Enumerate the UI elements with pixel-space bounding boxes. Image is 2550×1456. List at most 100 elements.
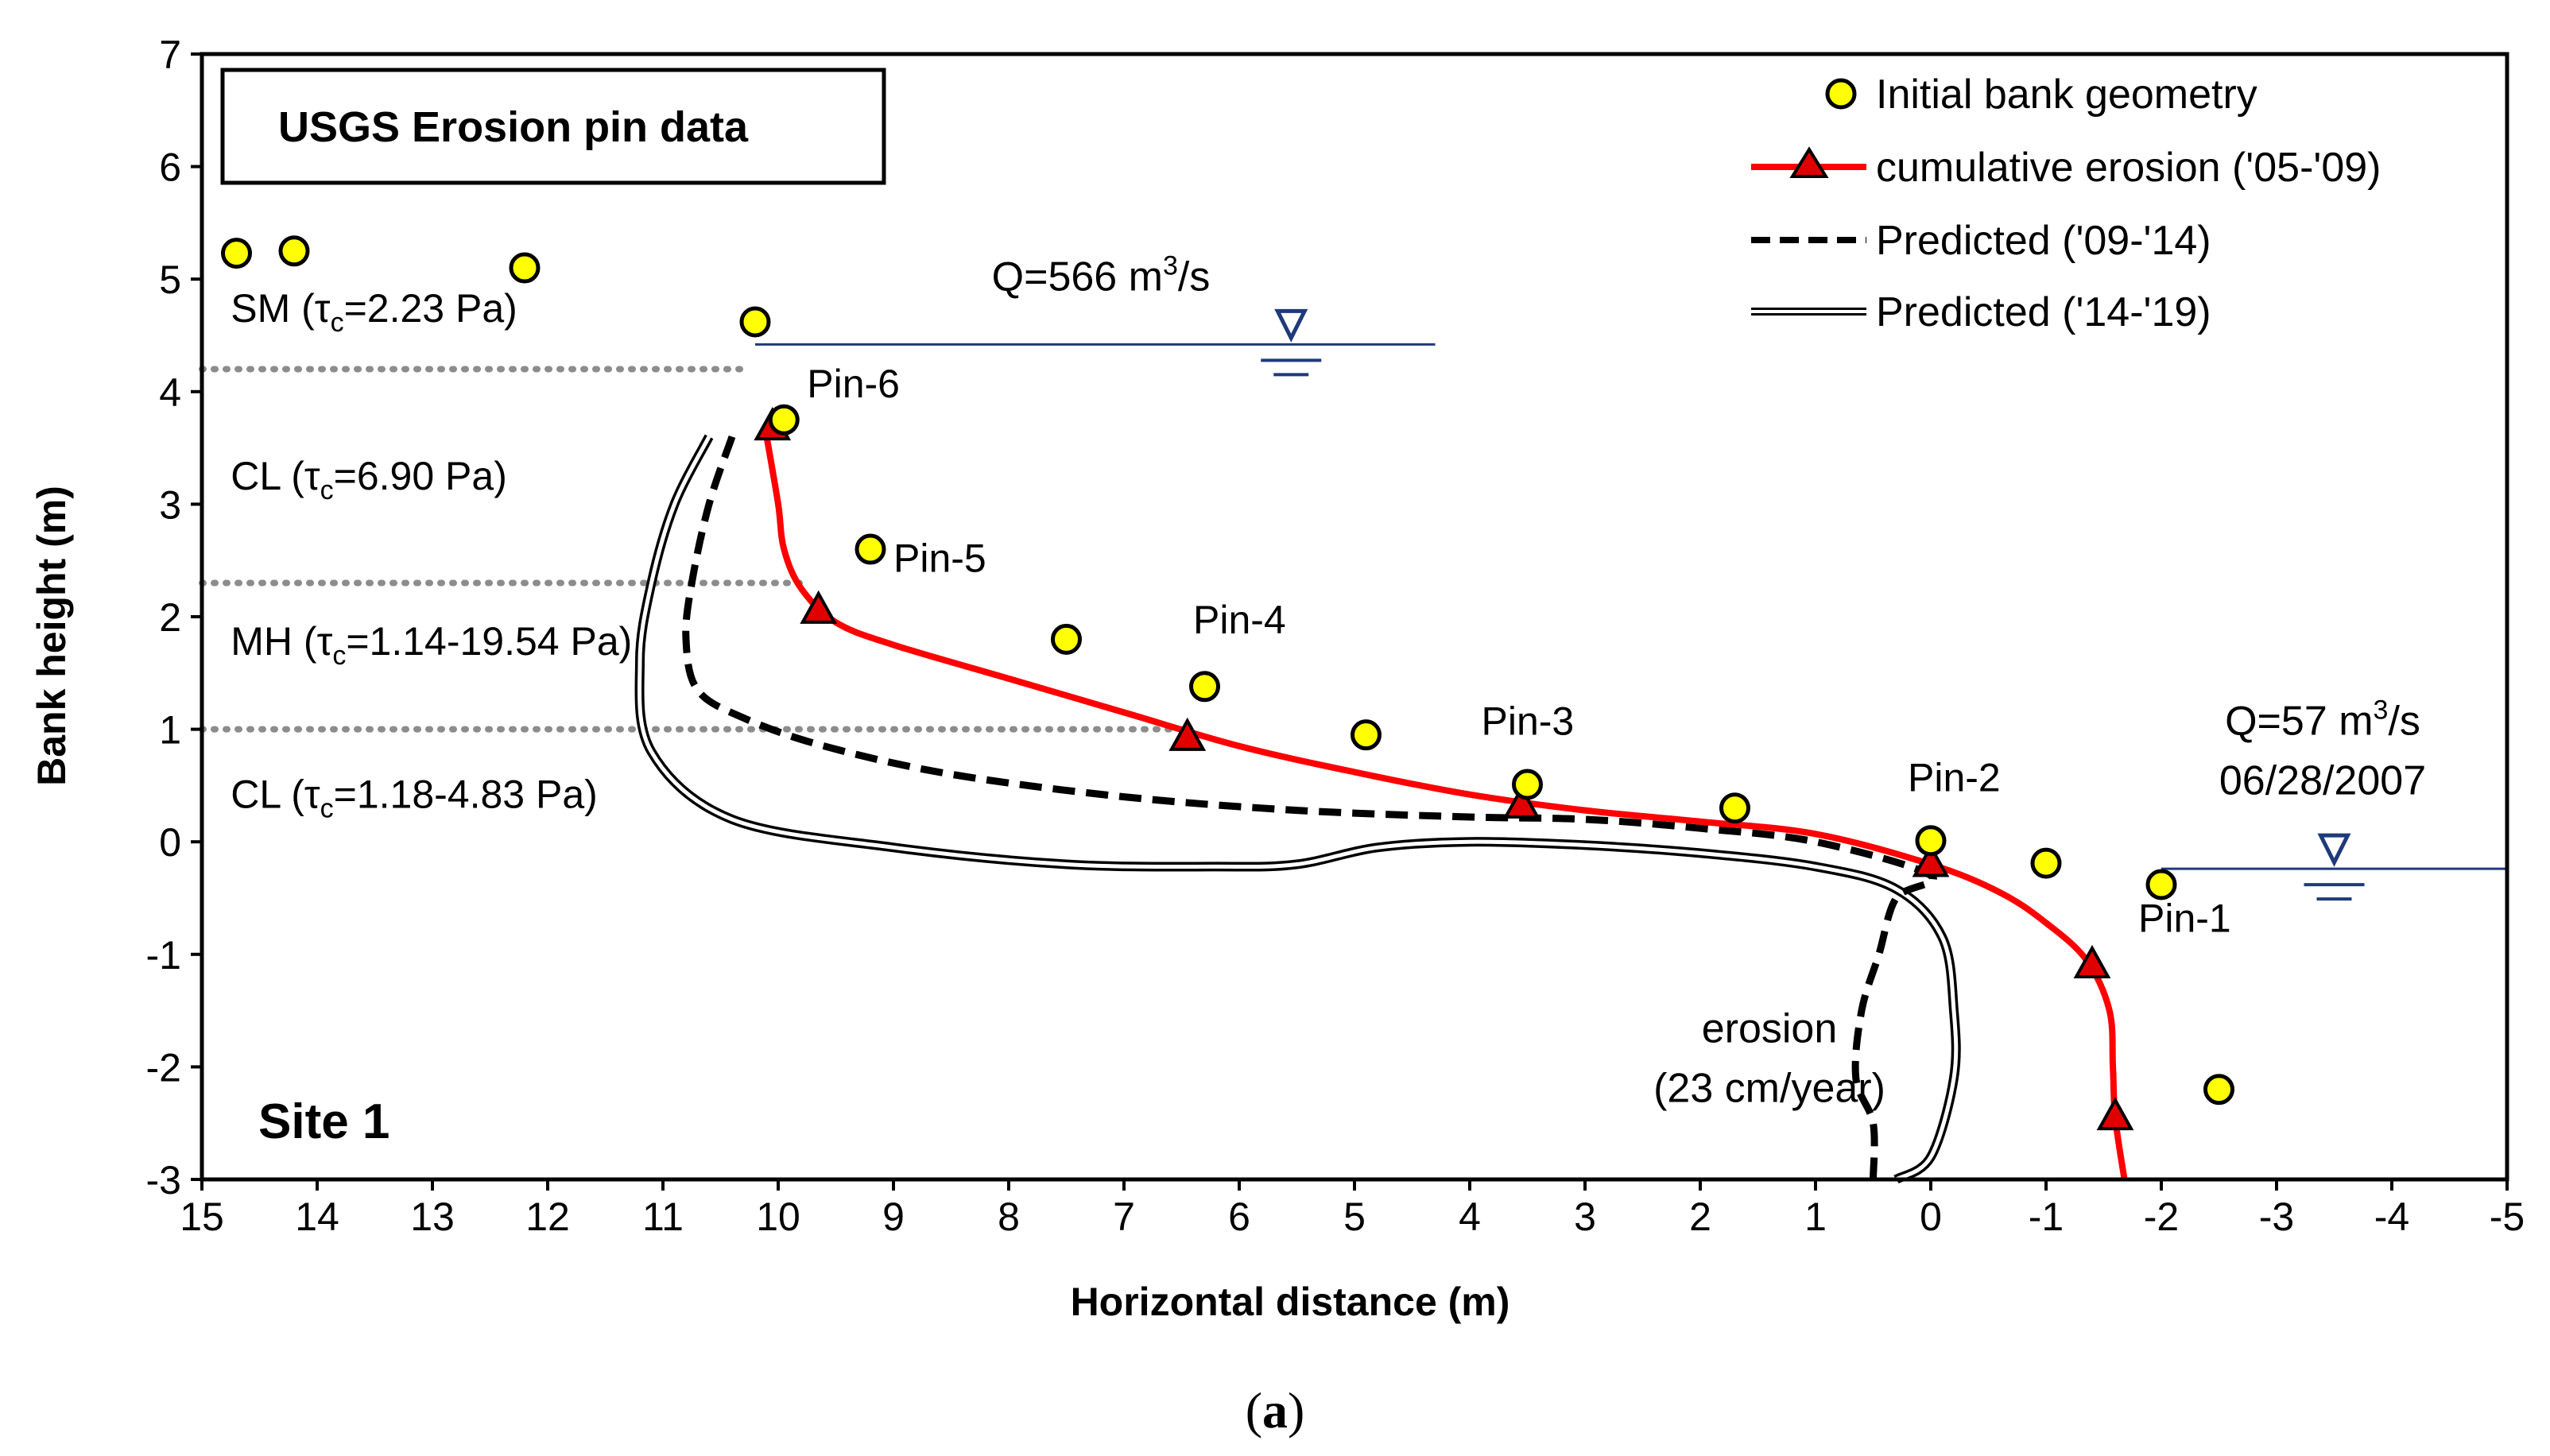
tau-subscript: c — [331, 308, 344, 338]
chart-title: USGS Erosion pin data — [278, 103, 749, 151]
discharge-label: Q=566 m3/s — [992, 250, 1211, 300]
initial-geometry-point — [2145, 869, 2177, 900]
tau-subscript: c — [332, 641, 346, 671]
initial-geometry-point — [2203, 1074, 2234, 1106]
unit-superscript: 3 — [2374, 695, 2389, 726]
x-tick-label: 13 — [410, 1195, 455, 1239]
pin-label: Pin-4 — [1193, 598, 1286, 642]
soil-layer-text: CL ( — [231, 454, 304, 498]
caption-close: ) — [1288, 1382, 1304, 1439]
erosion-rate-note: (23 cm/year) — [1653, 1066, 1885, 1112]
x-tick-label: -2 — [2144, 1195, 2179, 1239]
discharge-label: Q=57 m3/s — [2225, 695, 2420, 745]
discharge-date: 06/28/2007 — [2219, 758, 2426, 804]
erosion-triangle-marker — [1502, 784, 1540, 819]
x-tick-label: 6 — [1228, 1195, 1250, 1239]
soil-layer-text: MH ( — [231, 619, 317, 664]
x-tick-label: 11 — [642, 1195, 684, 1239]
legend-label: cumulative erosion ('05-'09) — [1876, 145, 2381, 191]
x-tick-label: 8 — [998, 1195, 1020, 1239]
site-label: Site 1 — [258, 1094, 389, 1149]
x-tick-label: 9 — [882, 1195, 905, 1239]
soil-layer-text: =1.14-19.54 Pa) — [346, 619, 632, 664]
x-tick-label: 2 — [1689, 1195, 1711, 1239]
legend-triangle-marker — [1789, 146, 1829, 178]
caption-letter: a — [1262, 1382, 1288, 1439]
pin-label: Pin-3 — [1482, 699, 1575, 744]
x-tick-label: 4 — [1459, 1195, 1481, 1239]
erosion-triangle-marker — [1912, 843, 1950, 877]
x-tick-label: 3 — [1574, 1195, 1596, 1239]
erosion-triangle-marker — [800, 590, 838, 624]
initial-geometry-point — [1051, 623, 1082, 655]
x-tick-label: 7 — [1113, 1195, 1135, 1239]
pin-label: Pin-6 — [807, 362, 900, 406]
initial-geometry-point — [1189, 671, 1220, 703]
erosion-triangle-marker — [2073, 944, 2111, 978]
x-tick-label: 14 — [295, 1195, 339, 1239]
axes: 15 14 13 12 11 10 9 8 7 6 5 4 3 2 1 0 -1 -2 -3 -4 -5-3-2-101… — [146, 33, 2525, 1239]
tau-subscript: c — [320, 475, 334, 505]
y-tick-label: -2 — [146, 1045, 181, 1090]
x-tick-label: 15 — [180, 1195, 224, 1239]
title-box — [220, 68, 886, 185]
unit-suffix: /s — [2388, 699, 2420, 745]
unit-suffix: /s — [1178, 254, 1210, 300]
soil-layer-text: τ — [315, 286, 331, 331]
erosion-triangle-marker — [1168, 717, 1207, 751]
x-tick-label: 5 — [1343, 1195, 1366, 1239]
x-tick-label: -3 — [2259, 1195, 2294, 1239]
y-tick-label: 0 — [159, 820, 181, 865]
x-tick-label: 12 — [525, 1195, 570, 1239]
y-axis-title: Bank height (m) — [29, 486, 74, 786]
x-axis-title: Horizontal distance (m) — [1071, 1280, 1510, 1324]
soil-layer-label: CL (τc=6.90 Pa) — [231, 454, 507, 505]
legend: Initial bank geometry cumulative erosion… — [1751, 72, 2381, 335]
pin-label: Pin-5 — [893, 536, 986, 580]
y-tick-label: 1 — [159, 708, 181, 753]
legend-label: Initial bank geometry — [1876, 72, 2257, 118]
predicted-09-14-line — [682, 435, 1937, 1180]
y-tick-label: 4 — [159, 370, 181, 415]
soil-layer-label: CL (τc=1.18-4.83 Pa) — [231, 773, 598, 824]
x-tick-label: 0 — [1920, 1195, 1942, 1239]
water-level-symbol — [1274, 308, 1308, 343]
legend-circle-marker — [1825, 78, 1857, 110]
legend-item-predicted-09-14: Predicted ('09-'14) — [1751, 218, 2211, 264]
x-tick-label: -1 — [2029, 1195, 2064, 1239]
x-tick-label: -5 — [2490, 1195, 2525, 1239]
soil-layer-text: τ — [317, 619, 333, 664]
initial-geometry-point — [768, 404, 800, 436]
soil-layer-text: CL ( — [231, 773, 304, 817]
y-tick-label: 2 — [159, 595, 181, 640]
water-levels — [755, 308, 2507, 901]
legend-item-predicted-14-19: Predicted ('14-'19) — [1751, 289, 2211, 335]
x-tick-label: -4 — [2374, 1195, 2409, 1239]
figure-caption: (a) — [1246, 1382, 1305, 1439]
erosion-note: erosion — [1702, 1006, 1838, 1052]
soil-layer-text: SM ( — [231, 286, 315, 331]
y-tick-label: 7 — [159, 33, 181, 77]
y-tick-label: 3 — [159, 482, 181, 527]
initial-geometry-point — [1915, 825, 1947, 857]
soil-layer-text: =1.18-4.83 Pa) — [334, 773, 598, 817]
initial-geometry-point — [1512, 769, 1543, 800]
y-tick-label: -1 — [146, 933, 181, 978]
x-tick-label: 1 — [1804, 1195, 1827, 1239]
legend-item-initial: Initial bank geometry — [1825, 72, 2257, 118]
soil-layer-label: MH (τc=1.14-19.54 Pa) — [231, 619, 632, 671]
initial-geometry-point — [1351, 719, 1382, 751]
y-tick-label: -3 — [146, 1158, 181, 1202]
legend-label: Predicted ('09-'14) — [1876, 218, 2211, 264]
discharge-value: Q=566 m — [992, 254, 1163, 300]
initial-geometry-point — [221, 238, 252, 269]
predicted-14-19-inner — [637, 436, 1959, 1182]
soil-layer-label: SM (τc=2.23 Pa) — [231, 286, 517, 338]
tau-subscript: c — [320, 794, 334, 824]
pin-label: Pin-2 — [1908, 755, 2001, 800]
legend-item-cumulative: cumulative erosion ('05-'09) — [1751, 145, 2381, 191]
legend-label: Predicted ('14-'19) — [1876, 289, 2211, 335]
series-markers — [221, 235, 2234, 1131]
initial-geometry-point — [509, 252, 541, 284]
